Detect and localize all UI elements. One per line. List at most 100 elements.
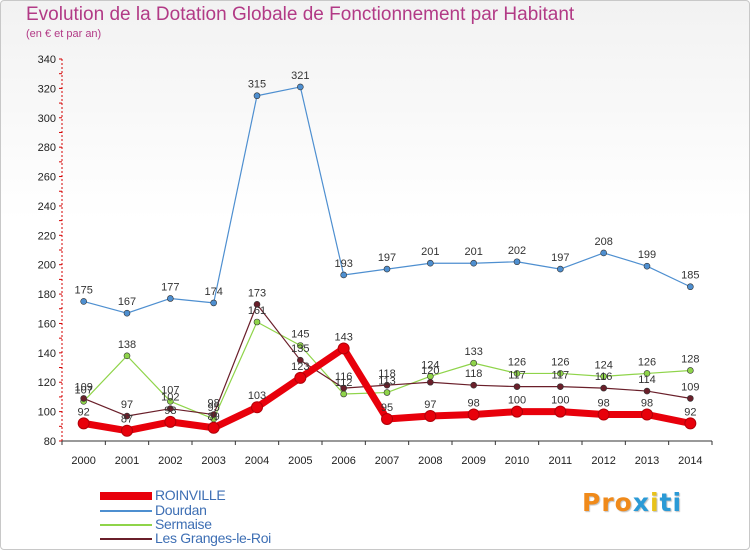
x-tick-label: 2005 [288,455,312,467]
y-tick-label: 340 [38,54,56,66]
data-point-roinville [77,417,90,430]
data-label-sermaise: 112 [335,377,353,389]
data-point-les-granges-le-roi [557,383,564,390]
data-point-sermaise [513,370,521,377]
data-point-dourdan [470,259,477,267]
legend-label-roinville: ROINVILLE [155,487,226,503]
data-label-roinville: 100 [551,395,569,407]
data-point-sermaise [253,318,261,326]
legend-label-dourdan: Dourdan [155,502,207,518]
x-tick-label: 2004 [245,455,269,467]
data-point-dourdan [513,258,521,266]
data-point-roinville [121,424,133,437]
data-point-sermaise [297,342,304,349]
x-tick-label: 2011 [549,455,573,467]
chart-title: Evolution de la Dotation Globale de Fonc… [26,4,575,25]
data-point-dourdan [687,283,694,291]
data-label-sermaise: 161 [248,305,266,317]
data-point-roinville [511,405,523,418]
data-point-roinville [164,415,177,428]
data-label-roinville: 92 [684,406,696,418]
data-label-roinville: 98 [598,398,610,410]
legend-label-sermaise: Sermaise [155,516,212,532]
data-label-roinville: 98 [641,398,653,410]
data-label-roinville: 103 [248,390,266,402]
data-label-sermaise: 128 [681,353,699,365]
chart-axes: 80 100 120 140 160 180 200 220 240 260 280 300 320 34… [38,54,713,467]
data-point-roinville [554,405,567,418]
x-tick-label: 2013 [635,455,659,467]
data-point-dourdan [80,298,87,305]
data-label-les-granges-le-roi: 116 [595,371,613,383]
data-label-dourdan: 174 [204,286,222,298]
legend-label-les-granges-le-roi: Les Granges-le-Roi [155,530,271,546]
data-label-les-granges-le-roi: 117 [552,370,570,382]
data-point-sermaise [643,370,651,377]
data-point-les-granges-le-roi [470,381,477,389]
legend-swatch-dourdan [100,510,152,512]
y-tick-label: 120 [38,377,56,389]
data-point-dourdan [297,83,304,91]
data-point-roinville [684,417,697,430]
data-label-les-granges-le-roi: 116 [335,371,353,383]
data-label-sermaise: 126 [508,356,526,368]
data-point-dourdan [427,259,434,267]
data-point-les-granges-le-roi [513,383,521,390]
y-tick-label: 280 [38,142,56,154]
data-label-les-granges-le-roi: 109 [74,381,92,393]
data-label-roinville: 100 [508,395,526,407]
data-label-les-granges-le-roi: 102 [161,392,179,404]
data-point-roinville [424,410,437,423]
data-label-sermaise: 124 [421,359,439,371]
data-point-les-granges-le-roi [167,405,174,412]
data-label-dourdan: 177 [161,281,179,293]
data-label-roinville: 92 [78,406,90,418]
data-label-les-granges-le-roi: 173 [248,287,266,299]
y-tick-label: 100 [38,407,56,419]
proxiti-logo: Proxiti [582,488,683,517]
data-label-les-granges-le-roi: 114 [638,374,656,386]
chart-subtitle: (en € et par an) [26,28,102,40]
data-label-sermaise: 133 [464,346,482,358]
legend-swatch-sermaise [100,524,152,526]
data-point-roinville [381,412,393,425]
data-label-dourdan: 193 [334,258,352,270]
data-point-roinville [467,408,480,421]
y-tick-label: 180 [38,289,56,301]
data-point-les-granges-le-roi [253,301,261,308]
y-tick-label: 140 [38,348,56,360]
data-point-dourdan [383,265,391,273]
data-label-roinville: 95 [381,402,393,414]
data-point-les-granges-le-roi [340,384,347,392]
legend-swatch-roinville [100,492,152,500]
data-point-les-granges-le-roi [210,411,217,418]
legend-swatch-les-granges-le-roi [100,538,152,540]
x-tick-label: 2010 [505,455,529,467]
data-label-dourdan: 197 [551,252,569,264]
data-label-dourdan: 208 [594,236,612,248]
x-tick-label: 2006 [331,455,355,467]
data-label-dourdan: 201 [464,246,482,258]
x-tick-label: 2009 [461,455,485,467]
data-point-sermaise [557,370,564,377]
data-point-sermaise [167,398,174,405]
data-point-les-granges-le-roi [643,387,651,395]
data-label-dourdan: 315 [248,79,266,91]
data-point-roinville [337,342,350,355]
data-point-sermaise [470,359,477,367]
data-label-sermaise: 124 [594,359,612,371]
x-tick-label: 2002 [158,455,182,467]
data-label-dourdan: 197 [378,252,396,264]
x-tick-label: 2001 [115,455,139,467]
data-label-sermaise: 138 [118,339,136,351]
data-label-sermaise: 95 [208,402,220,414]
y-tick-label: 300 [38,113,56,125]
data-label-sermaise: 113 [378,376,396,388]
y-tick-label: 220 [38,230,56,242]
y-tick-label: 80 [44,436,56,448]
x-tick-label: 2008 [418,455,442,467]
data-label-roinville: 93 [164,405,176,417]
data-label-les-granges-le-roi: 120 [421,365,439,377]
